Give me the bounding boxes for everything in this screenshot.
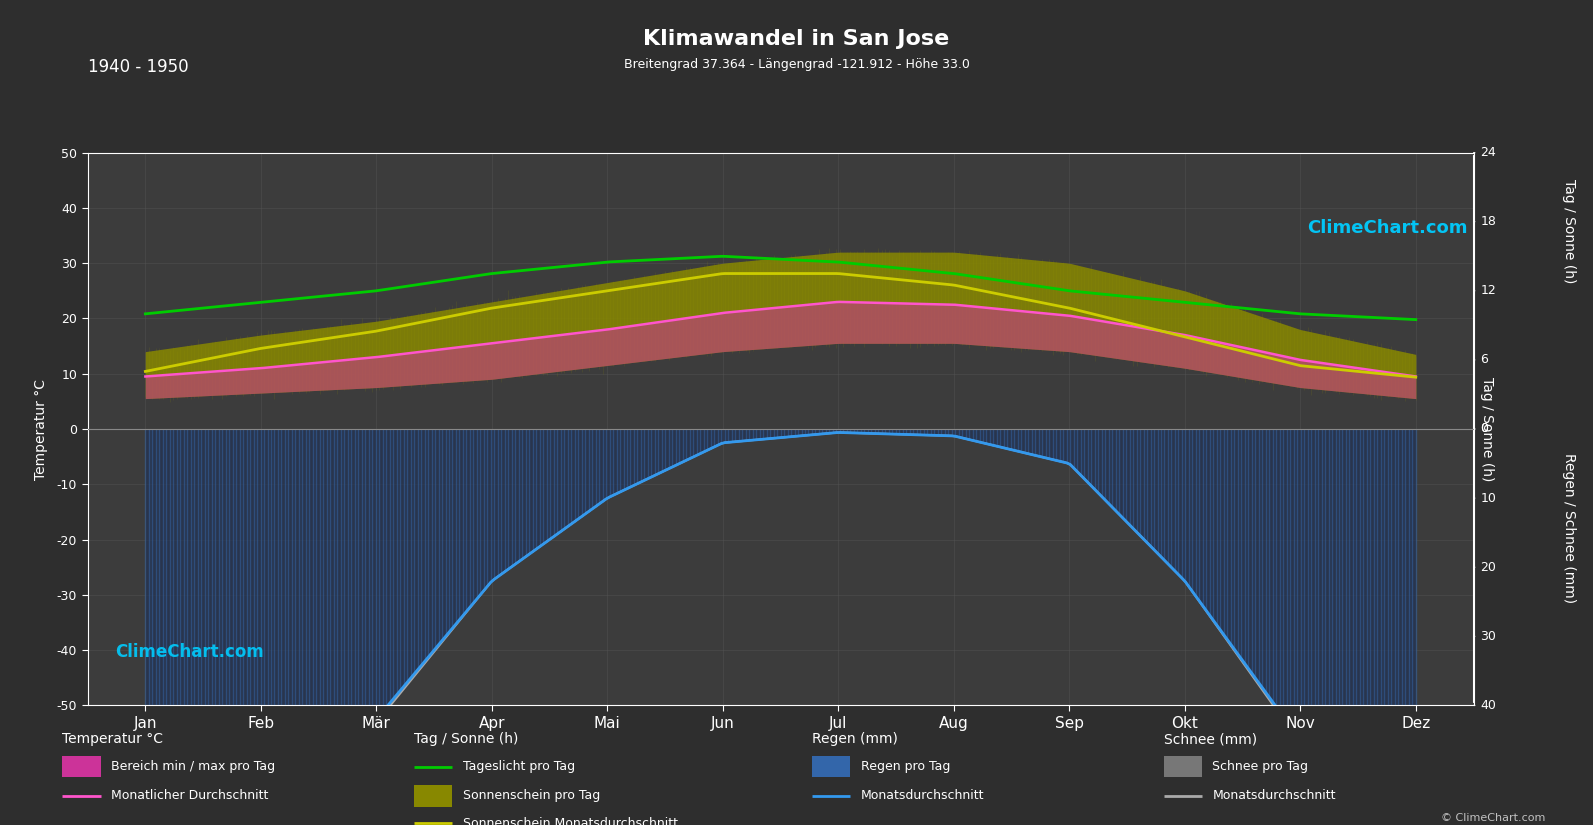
Text: Klimawandel in San Jose: Klimawandel in San Jose [644, 29, 949, 49]
Text: Tag / Sonne (h): Tag / Sonne (h) [1563, 179, 1575, 283]
Bar [1163, 756, 1201, 777]
Text: ClimeChart.com: ClimeChart.com [115, 644, 264, 661]
Text: Monatlicher Durchschnitt: Monatlicher Durchschnitt [112, 790, 269, 802]
Text: Monatsdurchschnitt: Monatsdurchschnitt [860, 790, 984, 802]
Text: 12: 12 [1480, 285, 1496, 297]
Text: Schnee pro Tag: Schnee pro Tag [1212, 760, 1308, 773]
Text: 40: 40 [1480, 699, 1496, 712]
Text: 30: 30 [1480, 629, 1496, 643]
Text: Monatsdurchschnitt: Monatsdurchschnitt [1212, 790, 1337, 802]
Text: Schnee (mm): Schnee (mm) [1163, 733, 1257, 747]
Text: Regen (mm): Regen (mm) [812, 733, 898, 747]
Text: 0: 0 [1480, 422, 1488, 436]
Bar [812, 756, 851, 777]
Bar [62, 756, 100, 777]
Text: Tageslicht pro Tag: Tageslicht pro Tag [464, 760, 575, 773]
Text: 18: 18 [1480, 215, 1496, 229]
Text: 20: 20 [1480, 561, 1496, 573]
Text: 1940 - 1950: 1940 - 1950 [88, 58, 188, 76]
Text: Regen / Schnee (mm): Regen / Schnee (mm) [1563, 453, 1575, 603]
Text: 0: 0 [1480, 422, 1488, 436]
Text: 6: 6 [1480, 353, 1488, 366]
Text: 10: 10 [1480, 492, 1496, 505]
Text: Sonnenschein pro Tag: Sonnenschein pro Tag [464, 790, 601, 802]
Y-axis label: Tag / Sonne (h): Tag / Sonne (h) [1480, 377, 1494, 481]
Text: © ClimeChart.com: © ClimeChart.com [1442, 813, 1545, 823]
Text: 24: 24 [1480, 146, 1496, 159]
Bar [414, 785, 452, 807]
Y-axis label: Temperatur °C: Temperatur °C [35, 379, 48, 479]
Text: Tag / Sonne (h): Tag / Sonne (h) [414, 733, 519, 747]
Text: Breitengrad 37.364 - Längengrad -121.912 - Höhe 33.0: Breitengrad 37.364 - Längengrad -121.912… [623, 58, 970, 71]
Text: Sonnenschein Monatsdurchschnitt: Sonnenschein Monatsdurchschnitt [464, 817, 679, 825]
Text: Regen pro Tag: Regen pro Tag [860, 760, 949, 773]
Text: ClimeChart.com: ClimeChart.com [1308, 219, 1467, 237]
Text: Bereich min / max pro Tag: Bereich min / max pro Tag [112, 760, 276, 773]
Text: Temperatur °C: Temperatur °C [62, 733, 164, 747]
